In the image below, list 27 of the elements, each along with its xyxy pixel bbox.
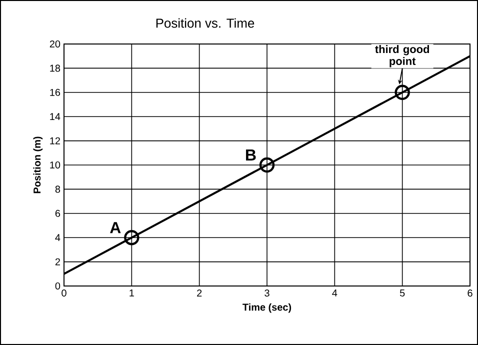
y-tick-label: 20 — [50, 40, 60, 48]
y-tick-label: 8 — [55, 186, 60, 193]
x-tick-label: 5 — [400, 290, 405, 296]
x-axis-title: Time (sec) — [242, 303, 292, 313]
chart-title: Position vs. Time — [156, 18, 254, 28]
y-tick-label: 14 — [50, 113, 60, 120]
y-tick-label: 10 — [50, 161, 60, 169]
y-axis-title: Position (m) — [33, 136, 43, 194]
x-tick-label: 6 — [468, 290, 472, 297]
x-tick-label: 1 — [130, 290, 134, 296]
x-tick-label: 3 — [264, 290, 270, 297]
annotation: B — [246, 150, 256, 160]
y-tick-label: 16 — [50, 88, 60, 96]
y-tick-label: 12 — [50, 137, 60, 144]
y-tick-label: 2 — [55, 258, 60, 266]
point — [259, 157, 275, 173]
point — [124, 230, 140, 246]
x-tick-label: 4 — [332, 290, 338, 296]
y-tick-label: 4 — [55, 234, 60, 242]
annotation: A — [110, 222, 121, 234]
point — [394, 84, 410, 100]
annotation: third good point — [375, 45, 430, 68]
x-tick-label: 2 — [197, 290, 202, 296]
y-tick-label: 18 — [50, 64, 60, 72]
y-tick-label: 6 — [55, 210, 60, 217]
x-tick-label: 0 — [62, 290, 66, 297]
y-tick-label: 0 — [55, 282, 60, 290]
